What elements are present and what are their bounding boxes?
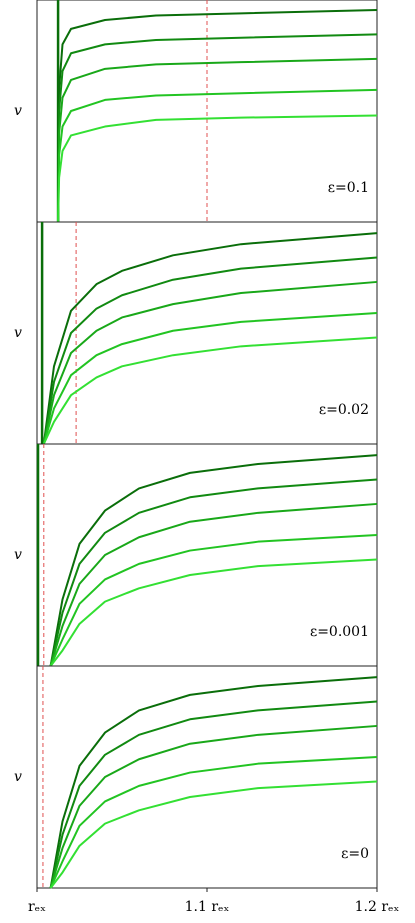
curve xyxy=(42,256,378,445)
curve xyxy=(49,780,378,889)
curve xyxy=(49,558,378,667)
x-tick-label: 1.2 rₑₓ xyxy=(355,899,400,915)
curve xyxy=(57,33,378,223)
curve xyxy=(42,280,378,445)
x-tick-label: rₑₓ xyxy=(28,899,46,915)
y-axis-label: v xyxy=(14,769,22,785)
y-axis-label: v xyxy=(14,103,22,119)
curve xyxy=(49,724,378,889)
x-tick-label: 1.1 rₑₓ xyxy=(185,899,230,915)
curve xyxy=(42,312,378,445)
curve xyxy=(57,8,378,223)
curve xyxy=(49,478,378,667)
y-axis-label: v xyxy=(14,547,22,563)
panel-annotation: ε=0.1 xyxy=(328,180,369,196)
curve xyxy=(57,88,378,223)
panel-frame xyxy=(36,0,378,223)
panel-annotation: ε=0.001 xyxy=(310,624,369,640)
curve xyxy=(57,114,378,223)
curve xyxy=(49,676,378,889)
curve xyxy=(49,502,378,667)
panel-annotation: ε=0.02 xyxy=(319,402,369,418)
curve xyxy=(42,336,378,445)
curve xyxy=(49,756,378,889)
y-axis-label: v xyxy=(14,325,22,341)
curve xyxy=(49,454,378,667)
curve xyxy=(57,57,378,223)
curve xyxy=(49,534,378,667)
panel-annotation: ε=0 xyxy=(341,846,369,862)
curve xyxy=(42,232,378,445)
curve xyxy=(49,700,378,889)
